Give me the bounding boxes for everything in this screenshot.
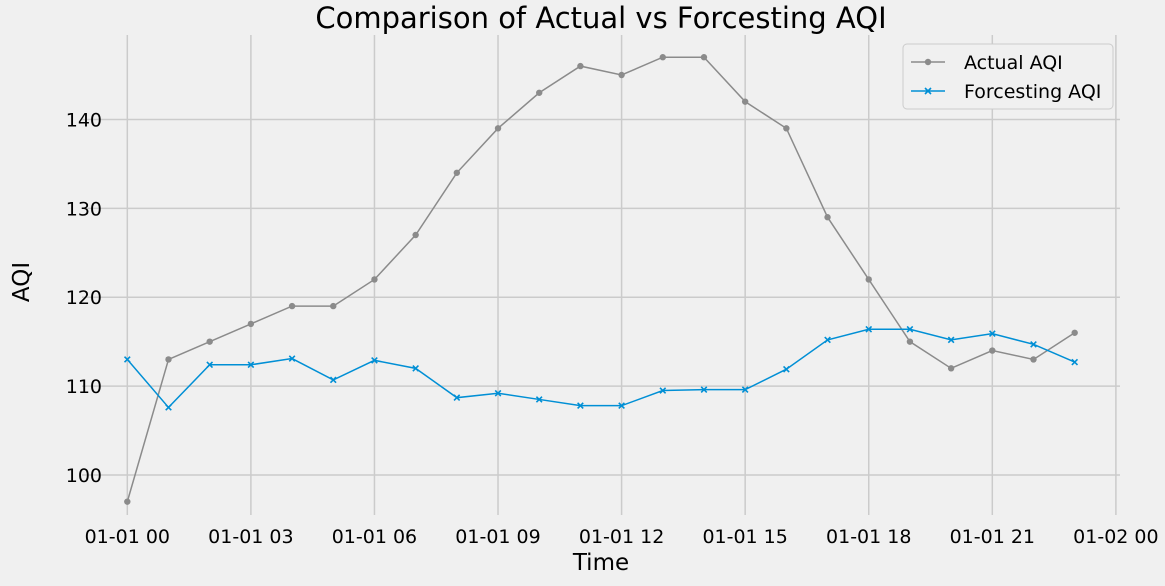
data-point [659, 54, 666, 61]
data-point [618, 402, 625, 410]
data-point [700, 386, 708, 394]
data-point [1030, 340, 1037, 348]
data-point [783, 125, 790, 132]
data-point [535, 396, 543, 403]
legend-marker-actual [924, 58, 932, 66]
y-tick-label: 110 [66, 376, 102, 398]
data-point [947, 336, 955, 344]
data-point [206, 338, 213, 345]
data-point [123, 356, 131, 363]
legend-box [902, 43, 1114, 110]
y-tick-label: 140 [66, 109, 102, 131]
chart-title: Comparison of Actual vs Forcesting AQI [315, 1, 886, 35]
data-point [700, 54, 708, 61]
y-axis-label: AQI [9, 262, 35, 302]
data-point [947, 365, 955, 372]
x-tick-label: 01-01 00 [85, 526, 170, 548]
x-tick-label: 01-01 12 [579, 526, 664, 548]
x-tick-label: 01-02 00 [1073, 526, 1158, 548]
y-tick-label: 130 [66, 198, 102, 220]
data-point [329, 376, 337, 384]
data-point [288, 302, 296, 310]
y-tick-label: 100 [66, 465, 102, 487]
series-line [126, 56, 1076, 502]
data-point [453, 394, 461, 402]
data-point [865, 325, 873, 333]
data-point [824, 336, 831, 344]
data-point [371, 276, 378, 283]
data-point [906, 338, 914, 345]
tick-labels: 01-01 00 01-01 03 01-01 06 01-01 09 01-01 12… [66, 109, 1159, 548]
data-point [494, 389, 502, 397]
data-point [741, 98, 749, 105]
data-point [865, 276, 872, 283]
legend-label-forecast: Forcesting AQI [964, 81, 1101, 103]
legend: Actual AQI Forcesting AQI [902, 43, 1114, 110]
data-point [536, 89, 543, 96]
data-point [906, 325, 914, 333]
grid [82, 35, 1120, 515]
data-point [1071, 358, 1079, 366]
data-point [782, 365, 790, 373]
data-point [165, 404, 172, 411]
data-point [412, 364, 420, 372]
legend-marker-forecast [924, 87, 932, 95]
x-tick-label: 01-01 09 [455, 526, 540, 548]
data-point [124, 498, 131, 505]
data-point [371, 356, 378, 364]
data-point [577, 62, 584, 70]
data-point [824, 214, 831, 221]
data-point [453, 169, 461, 176]
data-point [330, 302, 337, 310]
x-tick-label: 01-01 18 [826, 526, 911, 548]
x-tick-label: 01-01 21 [950, 526, 1035, 548]
data-point [741, 386, 749, 394]
data-point [247, 320, 255, 328]
series-layer [123, 54, 1079, 505]
series-forecasting-aqi [123, 325, 1079, 411]
x-axis-label: Time [572, 550, 629, 576]
data-point [206, 361, 214, 369]
data-point [577, 402, 584, 410]
data-point [1071, 329, 1078, 336]
x-tick-label: 01-01 06 [332, 526, 417, 548]
data-point [247, 361, 255, 369]
data-point [494, 125, 502, 132]
data-point [989, 347, 996, 354]
data-point [165, 356, 172, 363]
data-point [988, 330, 996, 338]
data-point [659, 387, 667, 394]
series-actual-aqi [124, 54, 1078, 505]
legend-label-actual: Actual AQI [964, 52, 1063, 74]
data-point [618, 71, 625, 79]
data-point [288, 355, 296, 362]
data-point [412, 231, 419, 239]
y-tick-label: 120 [66, 287, 102, 309]
x-tick-label: 01-01 15 [702, 526, 787, 548]
data-point [1030, 356, 1037, 363]
x-tick-label: 01-01 03 [208, 526, 293, 548]
series-line [126, 328, 1075, 409]
